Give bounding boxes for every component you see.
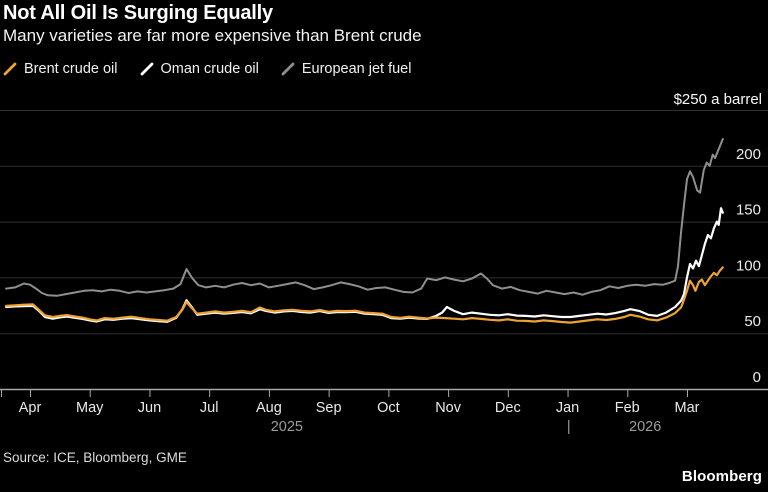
x-tick-label-Oct: Oct xyxy=(377,400,400,416)
legend-slash-icon xyxy=(140,62,153,76)
y-tick-label-0: 0 xyxy=(753,369,761,386)
bloomberg-logo: Bloomberg xyxy=(681,468,762,485)
year-label-2026: 2026 xyxy=(629,419,661,435)
legend-item: Oman crude oil xyxy=(140,61,259,77)
x-tick-label-Jun: Jun xyxy=(138,400,161,416)
y-tick-label-200: 200 xyxy=(736,146,761,163)
x-tick-label-Apr: Apr xyxy=(19,400,42,416)
x-tick-label-Dec: Dec xyxy=(495,400,521,416)
x-tick-label-Feb: Feb xyxy=(615,400,640,416)
series-line-brent-crude-oil xyxy=(4,266,724,324)
legend-item-label: European jet fuel xyxy=(301,61,412,77)
y-tick-label-150: 150 xyxy=(736,202,761,219)
legend-item: Brent crude oil xyxy=(3,61,118,77)
series-line-oman-crude-oil xyxy=(4,207,724,323)
x-tick-label-Jan: Jan xyxy=(556,400,579,416)
x-tick-label-Aug: Aug xyxy=(256,400,282,416)
x-tick-label-Sep: Sep xyxy=(316,400,342,416)
year-label-|: | xyxy=(567,419,571,435)
y-tick-label-100: 100 xyxy=(736,257,761,274)
x-tick-label-Jul: Jul xyxy=(200,400,219,416)
x-tick-label-Mar: Mar xyxy=(675,400,700,416)
page-title: Not All Oil Is Surging Equally xyxy=(3,2,273,24)
legend-item: European jet fuel xyxy=(281,61,412,77)
legend-item-label: Oman crude oil xyxy=(160,61,259,77)
legend: Brent crude oil Oman crude oil European je… xyxy=(3,61,411,77)
legend-slash-icon xyxy=(3,62,17,76)
legend-slash-icon xyxy=(281,62,295,76)
x-tick-label-Nov: Nov xyxy=(435,400,462,416)
legend-item-label: Brent crude oil xyxy=(24,61,118,77)
year-label-2025: 2025 xyxy=(271,419,303,435)
x-tick-label-May: May xyxy=(76,400,104,416)
y-axis-unit-label: $250 a barrel xyxy=(673,91,762,108)
y-tick-label-50: 50 xyxy=(744,313,761,330)
page-subtitle: Many varieties are far more expensive th… xyxy=(3,26,422,45)
series-line-european-jet-fuel xyxy=(5,138,724,297)
source-note: Source: ICE, Bloomberg, GME xyxy=(3,450,187,465)
